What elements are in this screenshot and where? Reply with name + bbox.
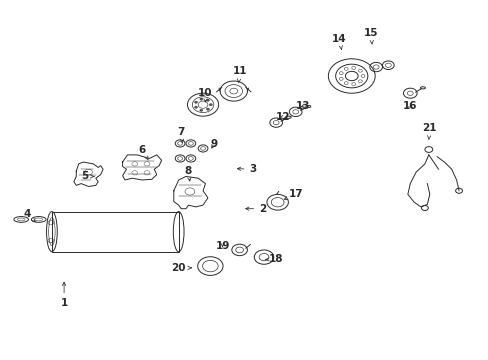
Text: 3: 3	[237, 164, 256, 174]
Text: 5: 5	[81, 171, 94, 181]
Circle shape	[206, 108, 209, 110]
Text: 10: 10	[198, 87, 212, 102]
Text: 11: 11	[232, 66, 246, 82]
Circle shape	[206, 99, 209, 101]
Text: 13: 13	[295, 101, 309, 111]
Text: 21: 21	[422, 123, 436, 139]
Circle shape	[209, 104, 212, 106]
Text: 17: 17	[284, 189, 303, 199]
Text: 20: 20	[171, 263, 191, 273]
Circle shape	[194, 101, 197, 103]
Text: 18: 18	[265, 254, 283, 264]
Text: 4: 4	[24, 210, 35, 222]
Text: 1: 1	[61, 282, 67, 309]
Text: 7: 7	[177, 127, 184, 143]
Text: 2: 2	[245, 204, 266, 214]
Text: 15: 15	[363, 28, 378, 44]
Text: 12: 12	[276, 112, 290, 122]
Text: 9: 9	[210, 139, 217, 149]
Circle shape	[200, 98, 203, 100]
Text: 14: 14	[331, 34, 346, 49]
Text: 8: 8	[184, 166, 192, 181]
Circle shape	[194, 106, 197, 108]
Bar	[52, 212, 178, 252]
Text: 19: 19	[215, 241, 229, 251]
Text: 6: 6	[138, 145, 148, 160]
Circle shape	[200, 109, 203, 111]
Text: 16: 16	[402, 101, 417, 111]
